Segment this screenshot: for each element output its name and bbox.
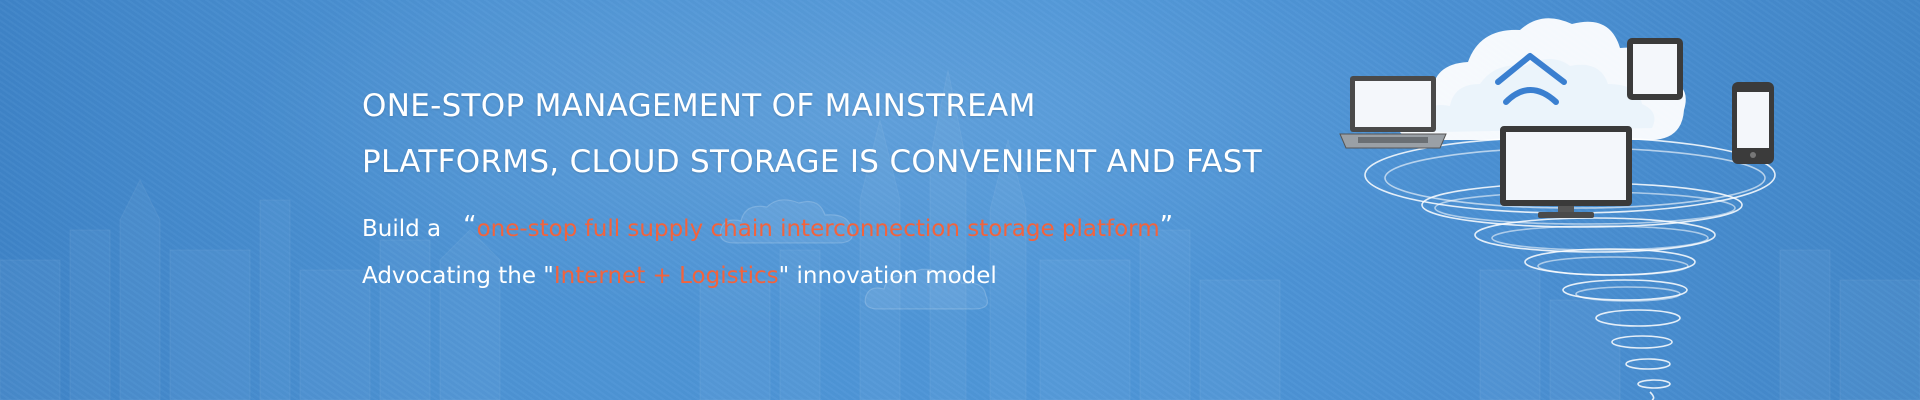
tablet-icon bbox=[1627, 38, 1683, 100]
headline-line-2: PLATFORMS, CLOUD STORAGE IS CONVENIENT A… bbox=[362, 134, 1262, 190]
open-quote: “ bbox=[463, 211, 476, 241]
smartphone-icon bbox=[1732, 82, 1774, 164]
laptop-icon bbox=[1340, 76, 1446, 148]
monitor-icon bbox=[1500, 126, 1632, 218]
subline-platform-highlight: one-stop full supply chain interconnecti… bbox=[477, 216, 1160, 242]
subline-model: Advocating the "Internet + Logistics" in… bbox=[362, 261, 997, 291]
subline-model-suffix: " innovation model bbox=[779, 263, 997, 289]
headline: ONE-STOP MANAGEMENT OF MAINSTREAM PLATFO… bbox=[362, 78, 1262, 190]
cloud-devices-illustration bbox=[1320, 0, 1790, 400]
subline-model-prefix: Advocating the " bbox=[362, 263, 554, 289]
subline-platform-prefix: Build a bbox=[362, 216, 441, 242]
headline-line-1: ONE-STOP MANAGEMENT OF MAINSTREAM bbox=[362, 78, 1262, 134]
subline-model-highlight: Internet + Logistics bbox=[554, 263, 779, 289]
subline-platform: Build a “one-stop full supply chain inte… bbox=[362, 211, 1173, 244]
close-quote: ” bbox=[1160, 211, 1173, 241]
